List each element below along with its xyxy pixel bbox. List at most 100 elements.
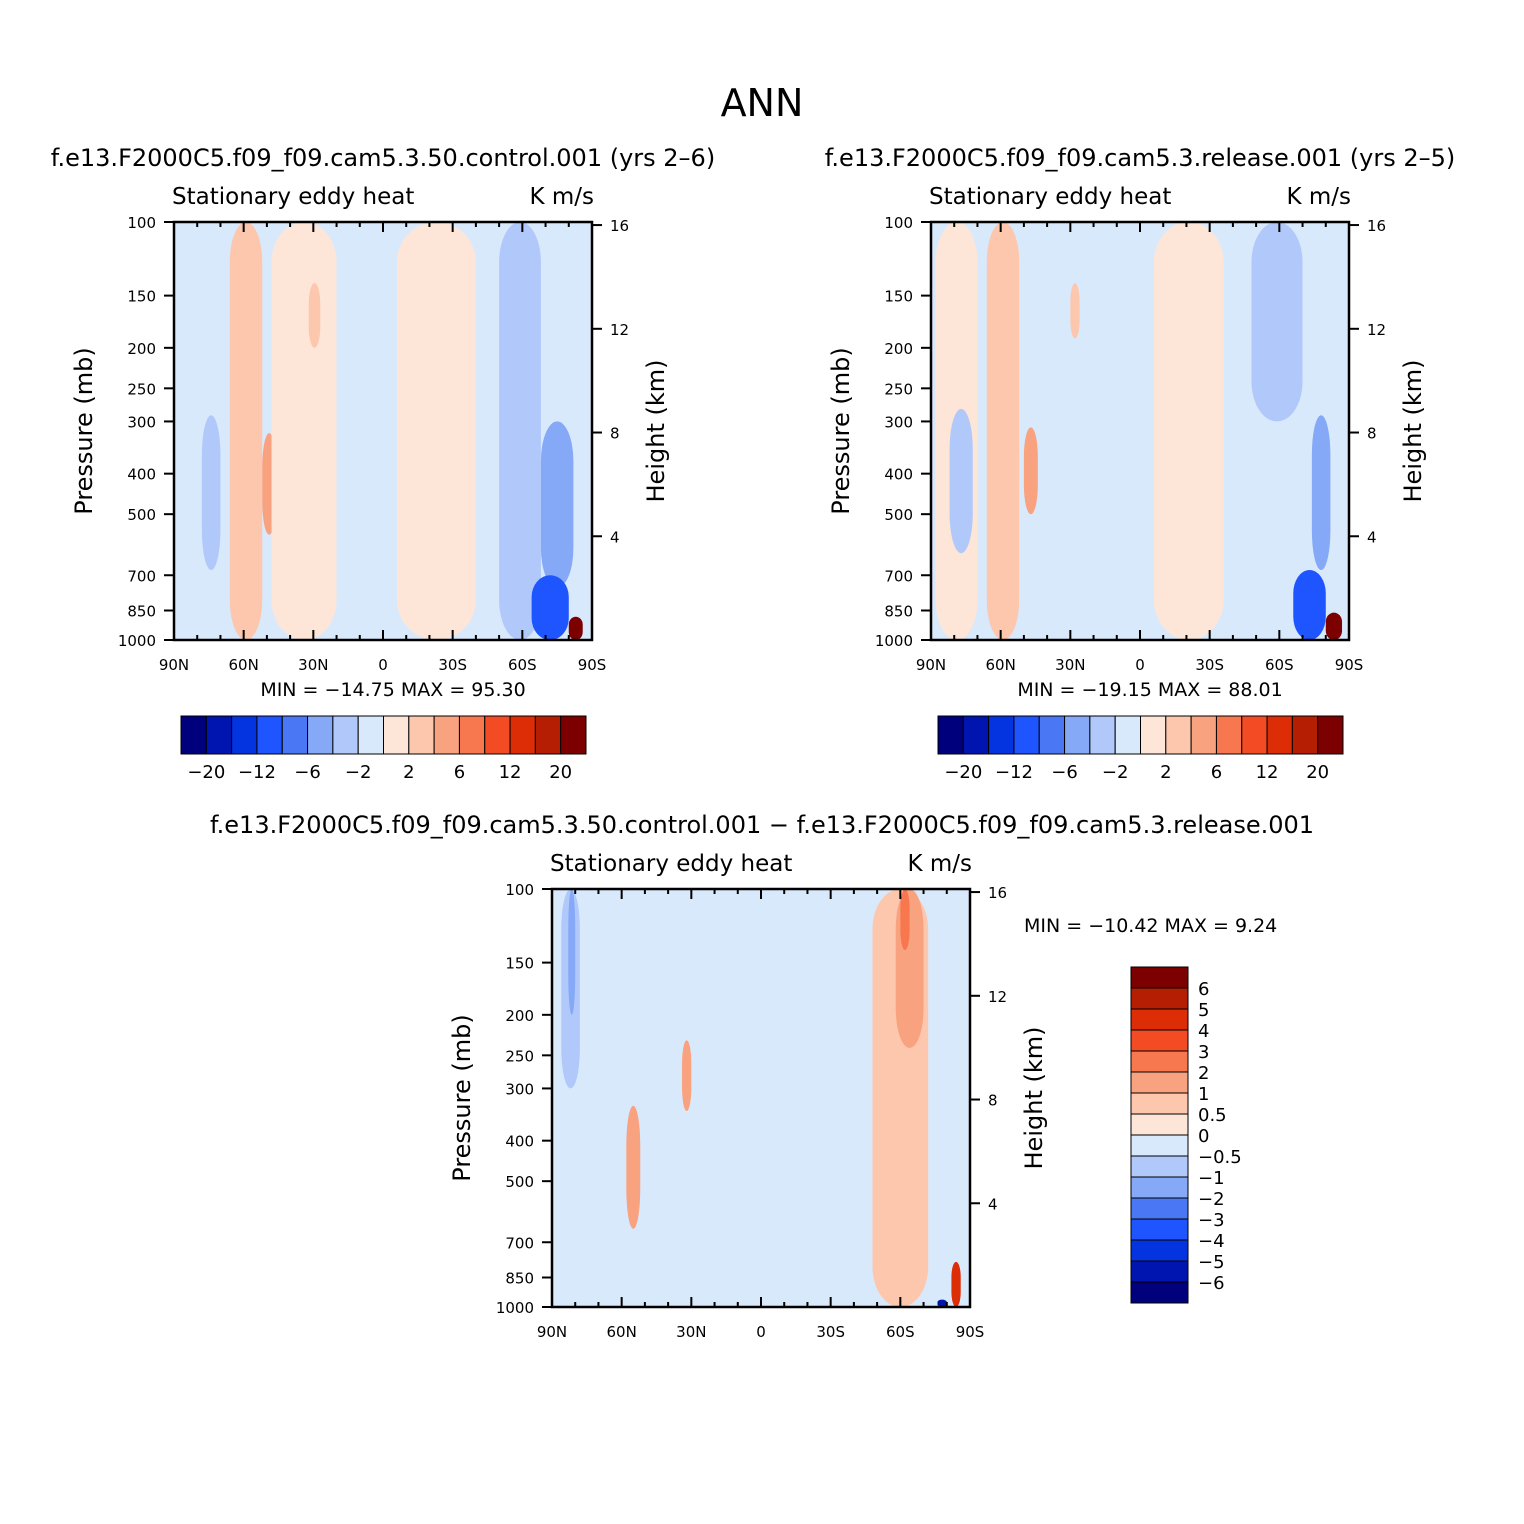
colorbar-box bbox=[458, 715, 486, 755]
y-tick-label: 100 bbox=[505, 881, 534, 899]
y2-tick-label: 12 bbox=[610, 321, 629, 339]
colorbar-box bbox=[560, 715, 587, 755]
colorbar-box bbox=[1130, 1113, 1189, 1136]
y-tick-label: 100 bbox=[884, 214, 913, 232]
panel-title: f.e13.F2000C5.f09_f09.cam5.3.release.001… bbox=[825, 144, 1456, 172]
colorbar-label: 12 bbox=[499, 762, 522, 783]
x-tick-label: 30N bbox=[1055, 656, 1085, 674]
y2-tick-label: 12 bbox=[988, 988, 1007, 1006]
colorbar-label: −20 bbox=[187, 762, 225, 783]
colorbar-box bbox=[357, 715, 384, 755]
x-tick-label: 60N bbox=[229, 656, 259, 674]
colorbar-label: 4 bbox=[1198, 1021, 1209, 1042]
field-feature bbox=[937, 1299, 947, 1307]
colorbar-box bbox=[1130, 1050, 1189, 1073]
y-tick-label: 500 bbox=[884, 506, 913, 524]
y-tick-label: 500 bbox=[505, 1173, 534, 1191]
y-tick-label: 300 bbox=[127, 413, 156, 431]
field-feature bbox=[1153, 222, 1224, 640]
colorbar-label: −3 bbox=[1198, 1210, 1225, 1231]
y-tick-label: 700 bbox=[505, 1234, 534, 1252]
colorbar-label: −2 bbox=[1102, 762, 1129, 783]
y-tick-label: 400 bbox=[884, 466, 913, 484]
field-feature bbox=[949, 408, 973, 554]
min-max-stats: MIN = −10.42 MAX = 9.24 bbox=[1024, 915, 1277, 937]
colorbar-box bbox=[1130, 1092, 1189, 1115]
colorbar-box bbox=[1190, 715, 1217, 755]
y-axis-label: Pressure (mb) bbox=[448, 1014, 476, 1181]
field-feature bbox=[1325, 612, 1343, 640]
colorbar-label: 0 bbox=[1198, 1126, 1209, 1147]
field-feature bbox=[396, 222, 476, 640]
colorbar-2: −20 −12 −6 −2 2 6 12 20 bbox=[937, 715, 1344, 783]
y-tick-label: 250 bbox=[884, 380, 913, 398]
colorbar-label: 1 bbox=[1198, 1084, 1209, 1105]
field-feature bbox=[308, 283, 321, 348]
y-tick-label: 850 bbox=[127, 602, 156, 620]
y2-tick-label: 4 bbox=[1367, 528, 1377, 546]
right-label: K m/s bbox=[1286, 184, 1351, 210]
colorbar-1: −20 −12 −6 −2 2 6 12 20 bbox=[180, 715, 587, 783]
field-feature bbox=[201, 415, 221, 570]
colorbar-label: −4 bbox=[1198, 1231, 1225, 1252]
colorbar-label: −6 bbox=[294, 762, 321, 783]
y2-tick-label: 8 bbox=[988, 1092, 998, 1110]
field-feature bbox=[271, 222, 337, 640]
colorbar-label: 2 bbox=[403, 762, 414, 783]
y-tick-label: 150 bbox=[884, 288, 913, 306]
y-tick-label: 400 bbox=[127, 466, 156, 484]
right-label: K m/s bbox=[907, 851, 972, 877]
y2-tick-label: 4 bbox=[988, 1195, 998, 1213]
x-tick-label: 60N bbox=[607, 1323, 637, 1341]
plot-area bbox=[552, 889, 970, 1307]
y2-tick-label: 8 bbox=[1367, 425, 1377, 443]
y-tick-label: 200 bbox=[884, 340, 913, 358]
field-feature bbox=[229, 222, 263, 640]
y2-tick-label: 8 bbox=[610, 425, 620, 443]
field-feature bbox=[900, 889, 910, 951]
colorbar-box bbox=[205, 715, 233, 755]
field-feature bbox=[1070, 283, 1080, 339]
colorbar-label: −5 bbox=[1198, 1252, 1225, 1273]
colorbar-label: 2 bbox=[1160, 762, 1171, 783]
x-tick-label: 60S bbox=[886, 1323, 915, 1341]
y-tick-label: 1000 bbox=[496, 1299, 534, 1317]
y-tick-label: 300 bbox=[505, 1080, 534, 1098]
x-tick-label: 30S bbox=[438, 656, 467, 674]
x-tick-label: 60S bbox=[1265, 656, 1294, 674]
colorbar-box bbox=[180, 715, 207, 755]
colorbar-box bbox=[1266, 715, 1293, 755]
colorbar-label: −12 bbox=[995, 762, 1033, 783]
left-label: Stationary eddy heat bbox=[929, 184, 1171, 210]
y-tick-label: 250 bbox=[127, 380, 156, 398]
colorbar-label: 6 bbox=[1211, 762, 1222, 783]
colorbar-box bbox=[1130, 1239, 1189, 1262]
field-feature bbox=[1023, 427, 1038, 515]
x-tick-label: 90N bbox=[537, 1323, 567, 1341]
y-tick-label: 700 bbox=[884, 567, 913, 585]
colorbar-box bbox=[988, 715, 1015, 755]
colorbar-label: 12 bbox=[1256, 762, 1279, 783]
x-tick-label: 90S bbox=[956, 1323, 985, 1341]
colorbar-box bbox=[1130, 987, 1189, 1010]
y-tick-label: 150 bbox=[505, 955, 534, 973]
colorbar-label: 5 bbox=[1198, 1000, 1209, 1021]
x-tick-label: 60S bbox=[508, 656, 537, 674]
x-tick-label: 90N bbox=[916, 656, 946, 674]
right-label: K m/s bbox=[529, 184, 594, 210]
field-feature bbox=[1293, 569, 1326, 640]
colorbar-box bbox=[307, 715, 334, 755]
field-feature bbox=[986, 222, 1020, 640]
left-label: Stationary eddy heat bbox=[172, 184, 414, 210]
colorbar-box bbox=[1013, 715, 1040, 755]
colorbar-box bbox=[1165, 715, 1192, 755]
x-tick-label: 0 bbox=[1135, 656, 1145, 674]
colorbar-box bbox=[1130, 1260, 1189, 1283]
y-tick-label: 150 bbox=[127, 288, 156, 306]
colorbar-box bbox=[937, 715, 964, 755]
plot-area bbox=[931, 222, 1349, 640]
min-max-stats: MIN = −19.15 MAX = 88.01 bbox=[1017, 679, 1282, 701]
plot-area bbox=[174, 222, 592, 640]
x-tick-label: 90N bbox=[159, 656, 189, 674]
colorbar-box bbox=[1130, 1197, 1189, 1220]
